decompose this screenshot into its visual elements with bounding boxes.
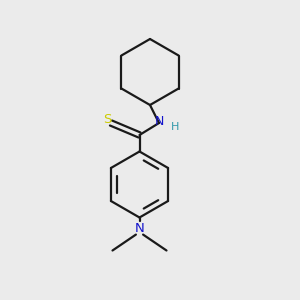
Text: S: S <box>103 112 111 126</box>
Text: N: N <box>135 221 144 235</box>
Text: H: H <box>171 122 180 132</box>
Text: N: N <box>154 115 164 128</box>
